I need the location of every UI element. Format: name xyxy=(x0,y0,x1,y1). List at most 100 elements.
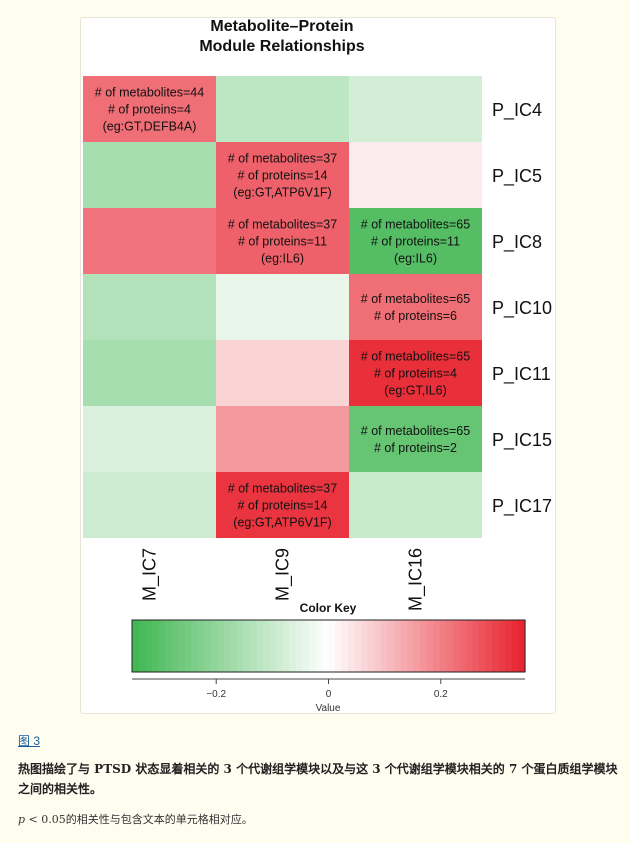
cell-annotation: (eg:GT,ATP6V1F) xyxy=(233,516,331,530)
color-key-segment xyxy=(217,620,225,672)
row-label: P_IC5 xyxy=(492,166,542,187)
color-key-segment xyxy=(374,620,382,672)
color-key-segment xyxy=(348,620,356,672)
color-key-segment xyxy=(315,620,323,672)
note-p-symbol: p xyxy=(18,813,26,826)
row-label: P_IC8 xyxy=(492,232,542,253)
color-key-segment xyxy=(230,620,238,672)
color-key-segment xyxy=(407,620,415,672)
color-key-segment xyxy=(420,620,428,672)
cell-annotation: # of proteins=11 xyxy=(371,235,460,249)
color-key-title: Color Key xyxy=(300,601,357,615)
color-key-segment xyxy=(197,620,205,672)
heatmap-cell xyxy=(83,340,216,406)
heatmap-cell xyxy=(83,76,216,142)
color-key-segment xyxy=(354,620,362,672)
color-key-segment xyxy=(269,620,277,672)
heatmap-cell xyxy=(83,142,216,208)
color-key-segment xyxy=(341,620,349,672)
color-key-segment xyxy=(472,620,480,672)
heatmap-figure: Metabolite–Protein Module Relationships # … xyxy=(83,18,552,713)
color-key-segment xyxy=(387,620,395,672)
color-key-segment xyxy=(276,620,284,672)
color-key-segment xyxy=(413,620,421,672)
color-key-segment xyxy=(132,620,140,672)
heatmap-cell xyxy=(349,76,482,142)
cell-annotation: (eg:GT,ATP6V1F) xyxy=(233,186,331,200)
color-key-segment xyxy=(485,620,493,672)
cell-annotation: # of metabolites=44 xyxy=(95,86,204,100)
color-key-border xyxy=(131,619,526,673)
figure-link[interactable]: 图 3 xyxy=(18,734,41,748)
color-key-segment xyxy=(459,620,467,672)
color-key-segment xyxy=(321,620,330,672)
figure-caption: 热图描绘了与 PTSD 状态显着相关的 3 个代谢组学模块以及与这 3 个代谢组… xyxy=(18,762,618,796)
cell-annotation: (eg:GT,IL6) xyxy=(384,384,447,398)
color-key-segment xyxy=(223,620,231,672)
color-key-segment xyxy=(243,620,251,672)
heatmap-cell xyxy=(349,208,482,274)
color-key-segment xyxy=(302,620,310,672)
color-key-segment xyxy=(394,620,402,672)
row-label: P_IC15 xyxy=(492,430,552,451)
column-label: M_IC16 xyxy=(406,548,427,611)
color-key-segment xyxy=(256,620,264,672)
row-label: P_IC17 xyxy=(492,496,552,517)
color-key-segment xyxy=(308,620,316,672)
color-key-tick-label: 0 xyxy=(326,689,332,700)
cell-annotation: # of proteins=11 xyxy=(238,235,327,249)
color-key-segment xyxy=(190,620,199,672)
color-key-xlabel: Value xyxy=(316,703,341,713)
heatmap-cell xyxy=(216,76,349,142)
heatmap-cell xyxy=(349,142,482,208)
figure-card: Metabolite–Protein Module Relationships # … xyxy=(80,17,556,714)
row-label: P_IC11 xyxy=(492,364,551,385)
chart-title-line: Module Relationships xyxy=(199,38,364,55)
color-key-segment xyxy=(433,620,441,672)
color-key-segment xyxy=(295,620,303,672)
color-key-segment xyxy=(446,620,454,672)
heatmap-cell xyxy=(216,340,349,406)
cell-annotation: # of metabolites=65 xyxy=(361,350,470,364)
color-key-segment xyxy=(249,620,258,672)
heatmap-cell xyxy=(216,274,349,340)
cell-annotation: # of proteins=14 xyxy=(238,499,328,513)
cell-annotation: (eg:GT,DEFB4A) xyxy=(103,120,197,134)
heatmap-cell xyxy=(349,472,482,538)
color-key-tick-label: −0.2 xyxy=(206,689,226,700)
figure-note: p < 0.05的相关性与包含文本的单元格相对应。 xyxy=(18,811,253,827)
color-key-segment xyxy=(361,620,369,672)
cell-annotation: # of metabolites=37 xyxy=(228,482,337,496)
cell-annotation: # of metabolites=65 xyxy=(361,424,470,438)
color-key-segment xyxy=(511,620,520,672)
color-key-segment xyxy=(479,620,487,672)
row-label: P_IC10 xyxy=(492,298,552,319)
color-key-segment xyxy=(177,620,185,672)
color-key-segment xyxy=(145,620,153,672)
heatmap-cell xyxy=(216,472,349,538)
heatmap-cell xyxy=(349,406,482,472)
row-label: P_IC4 xyxy=(492,100,542,121)
cell-annotation: # of proteins=2 xyxy=(374,441,457,455)
cell-annotation: # of metabolites=65 xyxy=(361,218,470,232)
heatmap-cell xyxy=(216,406,349,472)
heatmap-cell xyxy=(349,274,482,340)
heatmap-cell xyxy=(216,142,349,208)
color-key-segment xyxy=(204,620,212,672)
color-key-segment xyxy=(138,620,146,672)
color-key-segment xyxy=(452,620,461,672)
color-key-segment xyxy=(263,620,271,672)
color-key-segment xyxy=(505,620,513,672)
color-key-segment xyxy=(439,620,447,672)
cell-annotation: # of proteins=6 xyxy=(374,309,457,323)
color-key-segment xyxy=(158,620,166,672)
color-key-segment xyxy=(236,620,244,672)
color-key-segment xyxy=(184,620,192,672)
cell-annotation: # of metabolites=37 xyxy=(228,152,337,166)
color-key-segment xyxy=(380,620,389,672)
color-key-segment xyxy=(466,620,474,672)
column-label: M_IC7 xyxy=(140,548,161,601)
cell-annotation: # of metabolites=37 xyxy=(228,218,337,232)
cell-annotation: # of proteins=14 xyxy=(238,169,328,183)
color-key-segment xyxy=(498,620,506,672)
